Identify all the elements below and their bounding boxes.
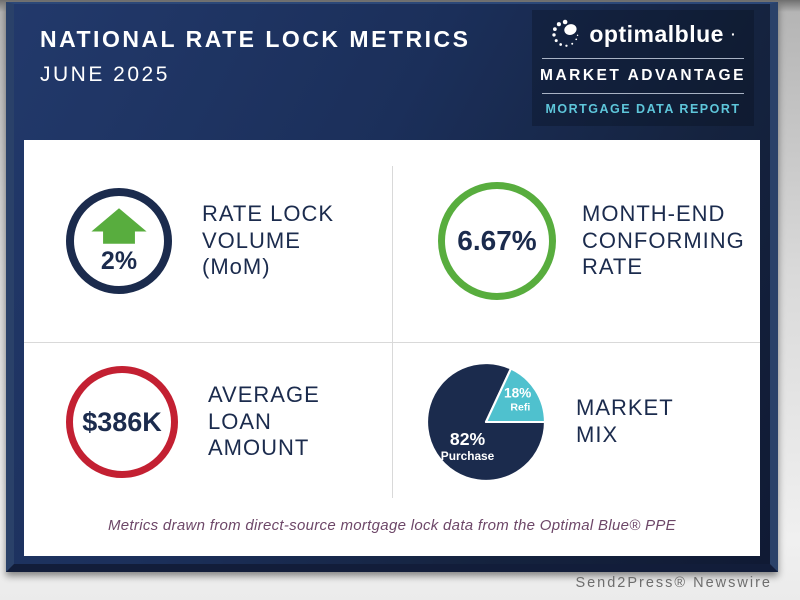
report-card: NATIONAL RATE LOCK METRICS JUNE 2025	[6, 2, 778, 572]
conforming-rate-label: MONTH-END CONFORMING RATE	[582, 201, 745, 281]
metric-market-mix: 18% Refi 82% Purchase MARKET MIX	[392, 342, 760, 502]
brand-block: optimalblue · MARKET ADVANTAGE MORTGAGE …	[532, 10, 754, 126]
metrics-panel: 2% RATE LOCK VOLUME (MoM) 6.67% MONTH-EN…	[24, 140, 760, 556]
source-note: Metrics drawn from direct-source mortgag…	[108, 517, 676, 534]
label-line: (MoM)	[202, 254, 271, 280]
metric-average-loan: $386K AVERAGE LOAN AMOUNT	[24, 342, 392, 502]
brand-report-label: MORTGAGE DATA REPORT	[545, 102, 741, 116]
optimalblue-logo-icon	[550, 18, 582, 50]
rate-lock-volume-value: 2%	[100, 246, 138, 275]
market-mix-label: MARKET MIX	[576, 395, 674, 449]
brand-program-label: MARKET ADVANTAGE	[540, 67, 746, 84]
label-line: MARKET	[576, 395, 674, 421]
pie-refi-name: Refi	[510, 402, 530, 414]
up-arrow-icon	[88, 207, 150, 245]
rate-lock-volume-label: RATE LOCK VOLUME (MoM)	[202, 201, 334, 281]
pie-purchase-name: Purchase	[441, 449, 495, 463]
label-line: AMOUNT	[208, 435, 310, 461]
average-loan-label: AVERAGE LOAN AMOUNT	[208, 382, 320, 462]
metric-conforming-rate: 6.67% MONTH-END CONFORMING RATE	[392, 140, 760, 342]
optimalblue-logo: optimalblue ·	[540, 18, 746, 50]
page-title: NATIONAL RATE LOCK METRICS	[40, 26, 471, 52]
horizontal-divider	[24, 342, 760, 343]
page-subtitle: JUNE 2025	[40, 63, 170, 86]
brand-divider-top	[542, 58, 744, 59]
metric-rate-lock-volume: 2% RATE LOCK VOLUME (MoM)	[24, 140, 392, 342]
label-line: CONFORMING	[582, 227, 745, 253]
average-loan-value: $386K	[82, 406, 162, 437]
market-mix-pie-chart: 18% Refi 82% Purchase	[420, 356, 552, 488]
label-line: RATE	[582, 254, 644, 280]
average-loan-ring: $386K	[66, 366, 178, 478]
label-line: AVERAGE	[208, 381, 320, 407]
pie-refi-pct: 18%	[504, 385, 531, 400]
label-line: RATE LOCK	[202, 200, 335, 226]
brand-divider-bottom	[542, 93, 744, 94]
pie-purchase-pct: 82%	[450, 429, 486, 449]
rate-lock-volume-ring: 2%	[66, 188, 172, 294]
label-line: LOAN	[208, 408, 272, 434]
newswire-credit: Send2Press® Newswire	[575, 575, 772, 591]
conforming-rate-value: 6.67%	[457, 225, 537, 256]
label-line: MONTH-END	[582, 200, 726, 226]
label-line: VOLUME	[202, 227, 301, 253]
optimalblue-logo-mark: ·	[730, 26, 736, 42]
label-line: MIX	[576, 422, 619, 447]
conforming-rate-ring: 6.67%	[438, 182, 556, 300]
optimalblue-logo-text: optimalblue	[589, 20, 724, 47]
vertical-divider	[392, 166, 393, 498]
header-titles: NATIONAL RATE LOCK METRICS JUNE 2025	[40, 26, 470, 87]
